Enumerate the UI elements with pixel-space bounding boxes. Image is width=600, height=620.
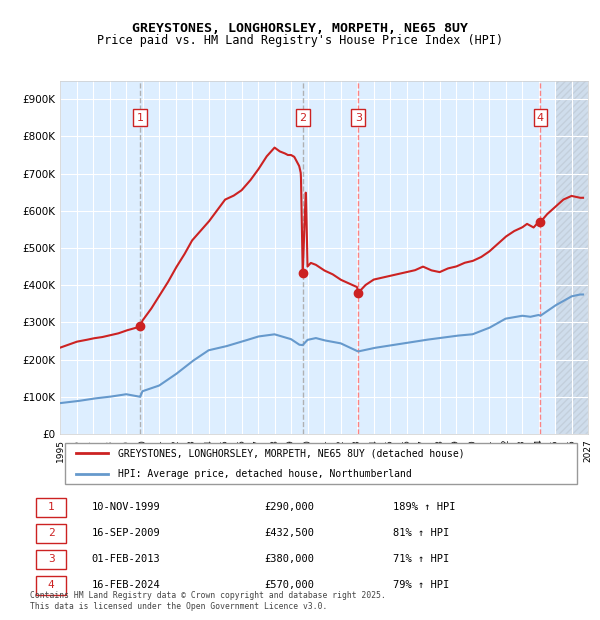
Bar xyxy=(555,81,588,434)
Text: 3: 3 xyxy=(48,554,55,564)
Text: 1: 1 xyxy=(48,502,55,513)
Text: £290,000: £290,000 xyxy=(265,502,314,513)
Text: 2: 2 xyxy=(299,113,306,123)
Bar xyxy=(555,81,588,434)
Text: £570,000: £570,000 xyxy=(265,580,314,590)
Text: 4: 4 xyxy=(48,580,55,590)
FancyBboxPatch shape xyxy=(65,443,577,484)
Text: 10-NOV-1999: 10-NOV-1999 xyxy=(91,502,160,513)
Text: 16-FEB-2024: 16-FEB-2024 xyxy=(91,580,160,590)
Text: 01-FEB-2013: 01-FEB-2013 xyxy=(91,554,160,564)
Text: 2: 2 xyxy=(48,528,55,538)
Text: HPI: Average price, detached house, Northumberland: HPI: Average price, detached house, Nort… xyxy=(118,469,412,479)
Text: Price paid vs. HM Land Registry's House Price Index (HPI): Price paid vs. HM Land Registry's House … xyxy=(97,34,503,47)
FancyBboxPatch shape xyxy=(35,498,66,517)
Text: 16-SEP-2009: 16-SEP-2009 xyxy=(91,528,160,538)
Text: 1: 1 xyxy=(137,113,143,123)
Text: 71% ↑ HPI: 71% ↑ HPI xyxy=(392,554,449,564)
FancyBboxPatch shape xyxy=(35,524,66,543)
Text: 4: 4 xyxy=(537,113,544,123)
Text: £432,500: £432,500 xyxy=(265,528,314,538)
Text: GREYSTONES, LONGHORSLEY, MORPETH, NE65 8UY: GREYSTONES, LONGHORSLEY, MORPETH, NE65 8… xyxy=(132,22,468,35)
Text: 189% ↑ HPI: 189% ↑ HPI xyxy=(392,502,455,513)
Text: £380,000: £380,000 xyxy=(265,554,314,564)
FancyBboxPatch shape xyxy=(35,550,66,569)
Text: Contains HM Land Registry data © Crown copyright and database right 2025.
This d: Contains HM Land Registry data © Crown c… xyxy=(30,591,386,611)
Text: 81% ↑ HPI: 81% ↑ HPI xyxy=(392,528,449,538)
Text: GREYSTONES, LONGHORSLEY, MORPETH, NE65 8UY (detached house): GREYSTONES, LONGHORSLEY, MORPETH, NE65 8… xyxy=(118,448,465,458)
FancyBboxPatch shape xyxy=(35,576,66,595)
Text: 79% ↑ HPI: 79% ↑ HPI xyxy=(392,580,449,590)
Text: 3: 3 xyxy=(355,113,362,123)
